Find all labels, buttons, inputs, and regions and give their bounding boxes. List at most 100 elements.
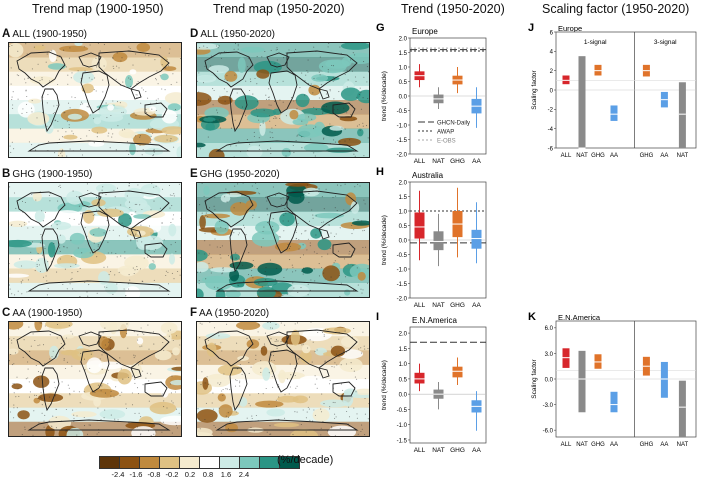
map-significance-dot (298, 238, 300, 241)
map-coastline (144, 102, 168, 118)
map-significance-dot (214, 343, 216, 345)
map-significance-dot (134, 355, 136, 357)
map-significance-dot (258, 148, 260, 150)
map-significance-dot (296, 108, 298, 110)
map-trend-patch (197, 261, 209, 273)
map-significance-dot (99, 358, 101, 360)
map-significance-dot (253, 430, 255, 432)
map-significance-dot (334, 260, 336, 262)
map-significance-dot (356, 413, 358, 415)
map-significance-dot (363, 61, 365, 63)
region-title: Europe (412, 27, 438, 36)
map-significance-dot (67, 74, 69, 76)
map-trend-patch (73, 248, 94, 259)
map-significance-dot (352, 52, 354, 54)
map-significance-dot (48, 80, 51, 82)
map-significance-dot (84, 226, 86, 229)
map-significance-dot (121, 129, 124, 131)
map-significance-dot (332, 80, 334, 82)
map-significance-dot (274, 117, 276, 119)
map-significance-dot (362, 122, 364, 124)
map-significance-dot (34, 339, 36, 342)
map-significance-dot (131, 404, 134, 406)
map-significance-dot (236, 92, 238, 94)
map-trend-patch (154, 350, 172, 361)
map-significance-dot (245, 115, 247, 117)
map-significance-dot (94, 77, 96, 79)
map-significance-dot (142, 89, 144, 91)
map-significance-dot (46, 53, 48, 55)
x-category-label: AA (472, 158, 481, 165)
map-significance-dot (44, 247, 46, 250)
map-significance-dot (42, 254, 44, 256)
map-significance-dot (339, 227, 341, 229)
map-significance-dot (209, 244, 211, 246)
map-significance-dot (315, 234, 317, 236)
map-significance-dot (353, 407, 355, 409)
map-significance-dot (128, 201, 131, 203)
map-significance-dot (256, 56, 258, 58)
map-significance-dot (117, 419, 119, 421)
map-significance-dot (69, 107, 71, 109)
map-significance-dot (318, 263, 320, 265)
map-significance-dot (266, 275, 268, 277)
map-significance-dot (210, 65, 212, 67)
map-significance-dot (207, 98, 209, 100)
map-significance-dot (267, 96, 269, 98)
map-significance-dot (204, 419, 206, 421)
map-significance-dot (28, 326, 30, 328)
map-trend-patch (317, 238, 332, 251)
map-significance-dot (37, 378, 39, 380)
map-significance-dot (257, 331, 259, 333)
map-significance-dot (74, 97, 76, 99)
map-significance-dot (101, 385, 103, 387)
map-significance-dot (93, 242, 95, 244)
map-significance-dot (120, 368, 122, 370)
map-significance-dot (308, 220, 311, 222)
map-significance-dot (16, 74, 18, 76)
map-significance-dot (150, 128, 152, 130)
map-significance-dot (129, 47, 131, 50)
map-significance-dot (361, 292, 363, 294)
map-trend-patch (133, 133, 152, 146)
map-significance-dot (276, 48, 278, 51)
map-trend-patch (340, 43, 369, 50)
map-significance-dot (69, 394, 71, 396)
map-significance-dot (138, 412, 140, 414)
map-significance-dot (275, 323, 277, 325)
map-significance-dot (46, 125, 48, 127)
map-significance-dot (179, 134, 181, 136)
map-significance-dot (113, 189, 115, 191)
map-significance-dot (172, 73, 174, 75)
trend-map-b (8, 182, 182, 298)
map-significance-dot (94, 252, 96, 254)
map-significance-dot (330, 232, 332, 234)
map-significance-dot (292, 434, 294, 436)
map-significance-dot (282, 294, 284, 296)
map-significance-dot (14, 294, 16, 296)
map-significance-dot (252, 259, 254, 262)
map-significance-dot (203, 195, 205, 198)
map-significance-dot (170, 244, 172, 246)
map-significance-dot (233, 48, 235, 50)
map-significance-dot (139, 144, 141, 146)
map-trend-patch (236, 322, 261, 330)
map-significance-dot (66, 247, 68, 249)
map-significance-dot (59, 258, 61, 260)
map-significance-dot (275, 338, 277, 340)
map-significance-dot (95, 90, 97, 92)
map-significance-dot (31, 241, 34, 243)
map-significance-dot (206, 116, 208, 119)
map-significance-dot (270, 327, 272, 329)
map-significance-dot (75, 263, 77, 266)
map-significance-dot (250, 81, 252, 83)
map-significance-dot (282, 80, 284, 82)
map-significance-dot (78, 205, 80, 207)
map-significance-dot (136, 266, 138, 268)
map-significance-dot (127, 235, 129, 237)
map-significance-dot (17, 388, 19, 390)
map-significance-dot (166, 407, 168, 409)
map-significance-dot (71, 272, 73, 274)
map-significance-dot (113, 67, 115, 70)
x-category-label: AA (610, 153, 618, 159)
